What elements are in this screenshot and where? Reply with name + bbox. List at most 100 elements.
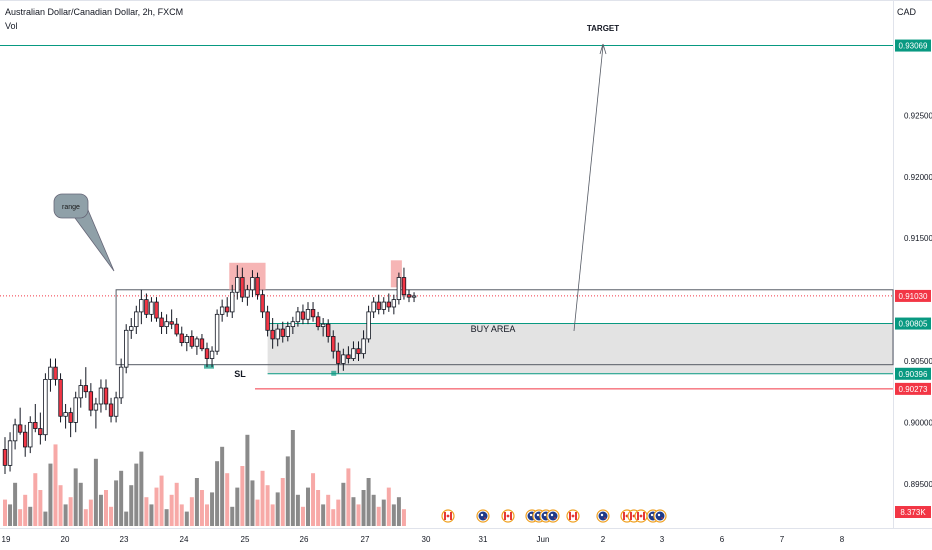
candle-body <box>179 333 184 343</box>
volume-bar <box>386 487 391 526</box>
event-flag-stripe <box>444 512 446 520</box>
candle-body <box>250 277 255 291</box>
candle-body <box>230 291 235 313</box>
candle-body <box>108 403 114 417</box>
volume-value-label: 8.373K <box>900 508 926 517</box>
event-flag-star <box>604 517 606 519</box>
candle-body <box>280 328 285 337</box>
candle-body <box>406 294 412 298</box>
candle-body <box>83 385 88 393</box>
volume-bar <box>290 430 295 526</box>
volume-bar <box>215 461 220 526</box>
candle-body <box>63 412 68 417</box>
event-flag-bg <box>598 511 608 521</box>
price-tag <box>895 367 931 380</box>
price-tag <box>895 39 931 52</box>
candle-body <box>224 306 230 313</box>
volume-bar <box>93 458 98 526</box>
volume-bar <box>164 509 169 526</box>
time-tick-label: 27 <box>361 535 370 544</box>
target-label: TARGET <box>587 24 619 33</box>
candle-body <box>260 294 265 313</box>
time-tick-label: 3 <box>660 535 665 544</box>
candle-body <box>58 379 63 417</box>
candle-body <box>48 366 53 380</box>
target-arrow-head <box>599 43 607 55</box>
volume-bar <box>189 497 194 526</box>
candle-body <box>129 326 134 331</box>
price-tag-label: 0.90396 <box>899 370 928 379</box>
candle-body <box>22 431 28 448</box>
event-flag-stripe <box>643 512 645 520</box>
range-label: range <box>62 204 80 211</box>
volume-indicator-label: Vol <box>5 21 18 31</box>
range-callout-pointer <box>74 209 115 272</box>
candle-body <box>204 348 210 359</box>
time-tick-label: 19 <box>2 535 11 544</box>
candle-body <box>376 301 381 310</box>
candle-body <box>346 354 351 359</box>
volume-bar <box>58 485 63 526</box>
candle-body <box>17 424 23 433</box>
candle-body <box>159 317 164 328</box>
volume-bar <box>225 473 230 526</box>
volume-bar <box>361 490 366 526</box>
event-flag-star <box>543 513 547 517</box>
volume-bar <box>13 482 18 526</box>
candle-body <box>53 366 58 380</box>
candle-body <box>118 366 124 399</box>
candle-body <box>255 277 260 296</box>
candle-body <box>199 338 205 350</box>
volume-bar <box>43 511 48 526</box>
volume-bar <box>391 504 396 526</box>
candle-body <box>361 338 366 355</box>
buy-area-label: BUY AREA <box>471 324 516 334</box>
candle-body <box>88 391 94 411</box>
time-tick-label: 7 <box>780 535 785 544</box>
candle-body <box>275 328 280 340</box>
candle-body <box>341 354 346 364</box>
candle-body <box>325 323 331 337</box>
volume-bar <box>311 473 316 526</box>
volume-bar <box>250 480 255 526</box>
candle-body <box>98 387 104 405</box>
candle-body <box>12 424 18 442</box>
event-flag-stripe <box>623 512 625 520</box>
volume-bar <box>28 506 33 526</box>
volume-bar <box>255 499 260 526</box>
event-flag-star <box>661 517 663 519</box>
range-callout-bubble <box>53 193 89 219</box>
candle-body <box>7 440 13 466</box>
event-flag-stripe <box>569 512 571 520</box>
event-flag-star <box>657 513 661 517</box>
candle-body <box>2 449 8 466</box>
volume-bar <box>98 494 103 526</box>
candle-body <box>356 348 361 355</box>
event-flag-star <box>536 513 540 517</box>
price-tick-label: 0.89500 <box>904 480 932 489</box>
event-flag-star <box>529 513 533 517</box>
candle-body <box>78 385 83 399</box>
candle-body <box>320 323 326 328</box>
buy-area-zone <box>267 323 894 374</box>
volume-bar <box>381 499 386 526</box>
candle-body <box>245 289 250 298</box>
time-tick-label: 30 <box>422 535 431 544</box>
volume-bar <box>240 466 245 526</box>
candle-body <box>391 299 397 308</box>
volume-bar <box>104 490 108 526</box>
candle-body <box>396 277 402 301</box>
volume-bar <box>33 473 38 526</box>
candle-body <box>113 397 119 417</box>
volume-bar <box>245 434 250 526</box>
currency-label: CAD <box>896 7 916 17</box>
event-flag-star <box>484 517 486 519</box>
time-tick-label: 2 <box>601 535 606 544</box>
time-tick-label: 8 <box>840 535 845 544</box>
volume-bar <box>139 451 144 526</box>
candle-body <box>290 321 296 328</box>
volume-bar <box>300 506 305 526</box>
candle-body <box>93 403 99 411</box>
candle-body <box>73 397 78 423</box>
